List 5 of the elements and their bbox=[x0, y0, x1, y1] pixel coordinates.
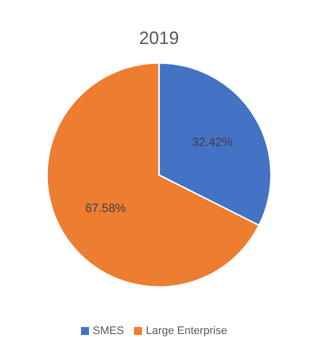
legend-label: SMES bbox=[92, 325, 124, 337]
data-label: 32.42% bbox=[192, 135, 234, 150]
chart-title: 2019 bbox=[138, 28, 180, 49]
legend-label: Large Enterprise bbox=[146, 325, 228, 337]
data-label: 67.58% bbox=[85, 200, 126, 215]
